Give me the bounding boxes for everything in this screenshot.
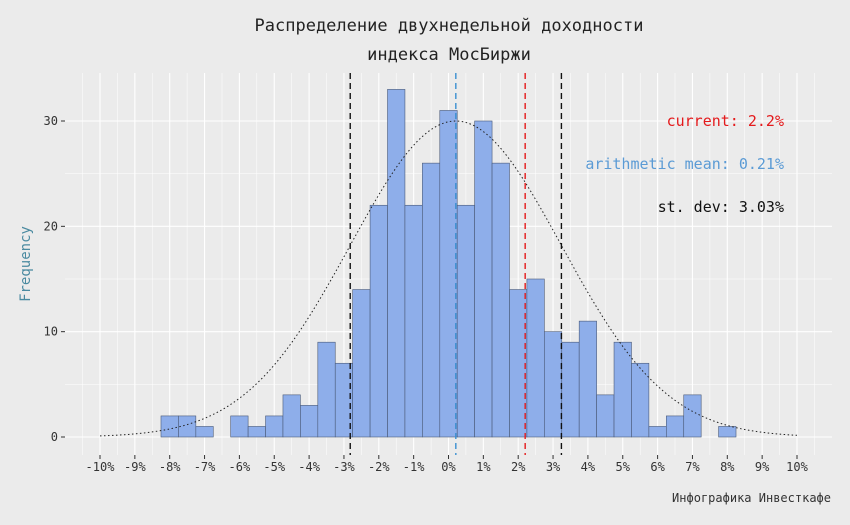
histogram-bar [526, 278, 545, 438]
histogram-bars [160, 89, 737, 438]
y-tick-label: 0 [51, 430, 58, 444]
x-tick-label: -7% [194, 460, 216, 474]
y-axis: 0 10 20 30 [44, 114, 65, 444]
histogram-bar [631, 362, 650, 438]
chart-title-line: Распределение двухнедельной доходности [255, 16, 644, 36]
histogram-bar [544, 331, 563, 438]
histogram-bar [648, 426, 667, 438]
histogram-bar [718, 426, 737, 438]
histogram-bar [613, 341, 632, 438]
histogram-bar [300, 405, 319, 438]
histogram-bar [439, 110, 458, 438]
x-tick-label: -3% [333, 460, 355, 474]
histogram-bar [195, 426, 214, 438]
y-axis-label: Frequency [18, 226, 34, 302]
histogram-bar [369, 204, 388, 438]
x-tick-label: -4% [298, 460, 320, 474]
x-tick-label: 2% [511, 460, 526, 474]
x-tick-label: 0% [441, 460, 456, 474]
histogram-bar [509, 289, 528, 438]
histogram-bar [352, 289, 371, 438]
histogram-bar [317, 341, 336, 438]
x-tick-label: 5% [616, 460, 631, 474]
histogram-bar [456, 204, 475, 438]
x-tick-label: -6% [229, 460, 251, 474]
x-tick-label: -9% [124, 460, 146, 474]
x-tick-label: 1% [476, 460, 491, 474]
histogram-bar [265, 415, 284, 438]
histogram-bar [247, 426, 266, 438]
histogram-bar [474, 120, 493, 438]
x-tick-label: 9% [755, 460, 770, 474]
x-tick-label: -2% [368, 460, 390, 474]
histogram-bar [561, 341, 580, 438]
x-tick-label: 6% [650, 460, 665, 474]
histogram-bar [578, 320, 597, 438]
histogram-bar [404, 204, 423, 438]
histogram-bar [160, 415, 179, 438]
histogram-bar [230, 415, 249, 438]
annotation-label: arithmetic mean: 0.21% [585, 155, 784, 173]
chart-caption: Инфографика Инвесткафе [672, 491, 831, 505]
x-tick-label: 3% [546, 460, 561, 474]
histogram-bar [387, 89, 406, 438]
x-tick-label: 7% [685, 460, 700, 474]
y-tick-label: 10 [44, 325, 58, 339]
x-tick-label: 4% [581, 460, 596, 474]
x-tick-label: -1% [403, 460, 425, 474]
x-axis: -10% -9% -8% -7% -6% -5% -4% -3% -2% -1% 0% 1% 2% 3% 4… [86, 455, 809, 474]
histogram-bar [491, 162, 510, 438]
reference-lines [349, 73, 563, 455]
histogram-bar [178, 415, 197, 438]
histogram-bar [282, 394, 301, 438]
y-tick-label: 20 [44, 219, 58, 233]
histogram-bar [596, 394, 615, 438]
chart-title-line: индекса МосБиржи [367, 45, 531, 65]
x-tick-label: -5% [263, 460, 285, 474]
y-tick-label: 30 [44, 114, 58, 128]
x-tick-label: -10% [86, 460, 116, 474]
x-tick-label: 8% [720, 460, 735, 474]
histogram-bar [422, 162, 441, 438]
histogram-bar [683, 394, 702, 438]
annotation-label: st. dev: 3.03% [658, 198, 784, 216]
x-tick-label: -8% [159, 460, 181, 474]
annotation-label: current: 2.2% [667, 112, 784, 130]
x-tick-label: 10% [786, 460, 808, 474]
histogram-bar [666, 415, 685, 438]
